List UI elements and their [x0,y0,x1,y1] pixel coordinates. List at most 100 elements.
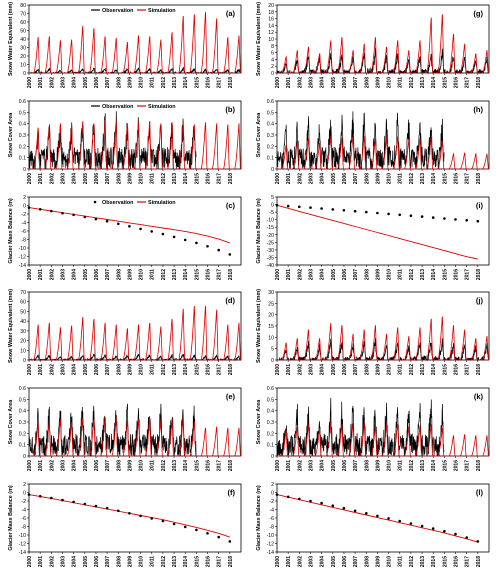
x-tick-label: 2015 [194,460,200,471]
y-tick-label: -10 [19,533,27,539]
x-tick-label: 2006 [342,556,348,567]
chart-panel: 0 0.1 0.2 0.3 0.4 0.5 0.6 2000 2001 2002 2003 2004 2… [256,386,490,471]
observation-point [172,522,176,526]
x-tick-label: 2015 [194,77,200,88]
y-tick-label: 0 [23,71,26,77]
y-tick-label: -4 [269,508,274,514]
x-tick-label: 2010 [387,77,393,88]
panel-label: (a) [226,9,236,18]
y-tick-label: 0.5 [19,110,26,116]
x-tick-label: 2017 [217,556,223,567]
x-tick-label: 2001 [38,364,44,375]
x-tick-label: 2001 [286,364,292,375]
x-tick-label: 2011 [398,556,404,567]
y-tick-label: -2 [21,212,26,218]
x-tick-label: 2004 [320,77,326,88]
x-tick-label: 2008 [364,556,370,567]
observation-series [276,337,490,362]
observation-point [150,517,153,520]
x-tick-label: 2012 [161,269,167,280]
legend-observation-marker [93,200,97,204]
observation-point [206,532,209,535]
x-tick-label: 2015 [442,173,448,184]
panel-label: (h) [473,105,483,114]
observation-point [38,495,42,498]
y-tick-label: -10 [19,246,27,252]
panel-label: (l) [476,488,484,497]
observation-point [83,502,87,506]
observation-point [342,209,346,212]
x-tick-label: 2011 [150,77,156,88]
y-tick-label: 2 [271,64,274,70]
y-tick-label: 20 [268,3,274,9]
x-tick-label: 2012 [409,269,415,280]
x-tick-label: 2003 [308,364,314,375]
y-tick-label: 70 [20,12,26,18]
x-tick-label: 2007 [105,269,111,280]
x-tick-label: 2001 [286,269,292,280]
y-tick-label: 0.3 [267,420,274,426]
x-tick-label: 2015 [442,556,448,567]
observation-point [353,509,357,513]
observation-point [27,206,31,209]
observation-point [365,512,368,515]
y-tick-label: 0 [271,167,274,173]
y-tick-label: 0.5 [267,110,274,116]
y-tick-label: 40 [20,37,26,43]
panel-label: (b) [225,105,235,114]
x-tick-label: 2014 [183,269,189,280]
x-tick-label: 2016 [454,269,460,280]
x-tick-label: 2005 [83,269,89,280]
y-tick-label: 0.4 [19,122,26,128]
x-tick-label: 2000 [275,173,281,184]
x-tick-label: 2015 [442,269,448,280]
observation-point [27,493,31,496]
y-tick-label: 0 [271,454,274,460]
x-tick-label: 2004 [320,364,326,375]
x-tick-label: 2010 [387,173,393,184]
simulation-series [29,11,241,74]
simulation-series [277,423,489,457]
x-tick-label: 2008 [364,269,370,280]
x-tick-label: 2009 [127,77,133,88]
chart-panel: -14 -12 -10 -8 -6 -4 -2 0 2 2000 2001 2002 2003 2004 2… [8,482,242,567]
observation-point [309,206,312,209]
y-tick-label: 4 [271,57,274,63]
x-tick-label: 2018 [228,556,234,567]
x-tick-label: 2008 [116,364,122,375]
y-tick-label: -20 [267,233,275,239]
y-axis-label: Snow Water Equivalent (mm) [8,2,14,76]
chart-panel: 0 0.1 0.2 0.3 0.4 0.5 0.6 2000 2001 2002 2003 2004 2… [8,99,242,184]
panel-label: (c) [226,201,236,210]
x-tick-label: 2014 [183,173,189,184]
x-tick-label: 2012 [161,460,167,471]
x-tick-label: 2011 [150,460,156,471]
x-tick-label: 2010 [387,364,393,375]
y-tick-label: -6 [269,516,274,522]
observation-point [275,493,279,496]
y-tick-label: -8 [269,525,274,531]
y-tick-label: -14 [19,263,27,269]
x-tick-label: 2014 [431,364,437,375]
x-tick-label: 2008 [364,173,370,184]
y-axis-label: Snow Cover Area [8,112,14,157]
y-tick-label: 0.4 [267,122,274,128]
observation-point [128,512,131,515]
x-tick-label: 2011 [150,556,156,567]
observation-point [387,517,390,520]
observation-point [298,497,301,501]
y-tick-label: 0 [271,358,274,364]
x-tick-label: 2001 [38,556,44,567]
x-tick-label: 2010 [139,269,145,280]
x-tick-label: 2012 [161,77,167,88]
x-tick-label: 2002 [49,364,55,375]
observation-point [431,527,435,530]
x-tick-label: 2006 [94,460,100,471]
x-tick-label: 2011 [398,460,404,471]
x-tick-label: 2002 [297,77,303,88]
observation-point [183,238,187,242]
y-tick-label: 30 [20,46,26,52]
x-tick-label: 2008 [364,77,370,88]
observation-point [172,235,176,239]
